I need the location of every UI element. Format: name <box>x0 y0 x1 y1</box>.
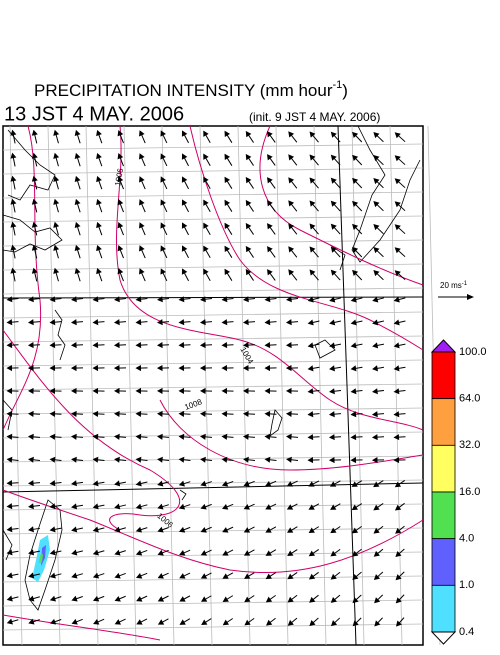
vector-legend-label: 20 ms-1 <box>440 281 468 291</box>
colorbar-label: 1.0 <box>459 579 474 591</box>
colorbar-label: 100.0 <box>459 346 487 358</box>
colorbar-segment <box>432 399 455 446</box>
colorbar-top <box>432 340 455 352</box>
colorbar-segment <box>432 492 455 539</box>
colorbar-label: 32.0 <box>459 439 480 451</box>
colorbar-segment <box>432 585 455 632</box>
colorbar-segment <box>432 352 455 399</box>
vector-legend-superscript: -1 <box>462 281 468 287</box>
title-superscript: -1 <box>332 79 342 91</box>
vector-legend-text: 20 ms <box>440 281 462 290</box>
colorbar-label: 4.0 <box>459 533 474 545</box>
title-text: PRECIPITATION INTENSITY (mm hour <box>34 81 333 100</box>
title-close: ) <box>342 81 348 100</box>
colorbar-label: 16.0 <box>459 486 480 498</box>
colorbar-label: 0.4 <box>459 626 474 638</box>
colorbar-bottom <box>432 632 455 644</box>
vector-legend-head <box>467 294 474 300</box>
colorbar: 100.0 64.0 32.0 16.0 4.0 1.0 0.4 <box>432 340 487 644</box>
title: PRECIPITATION INTENSITY (mm hour-1) <box>34 79 348 101</box>
colorbar-label: 64.0 <box>459 393 480 405</box>
valid-time: 13 JST 4 MAY. 2006 <box>4 103 184 125</box>
colorbar-segment <box>432 539 455 586</box>
map: 1006 1004 1008 1006 <box>3 126 440 645</box>
colorbar-segment <box>432 445 455 492</box>
init-time: (init. 9 JST 4 MAY. 2006) <box>249 110 380 124</box>
vector-legend: 20 ms-1 <box>438 281 474 300</box>
